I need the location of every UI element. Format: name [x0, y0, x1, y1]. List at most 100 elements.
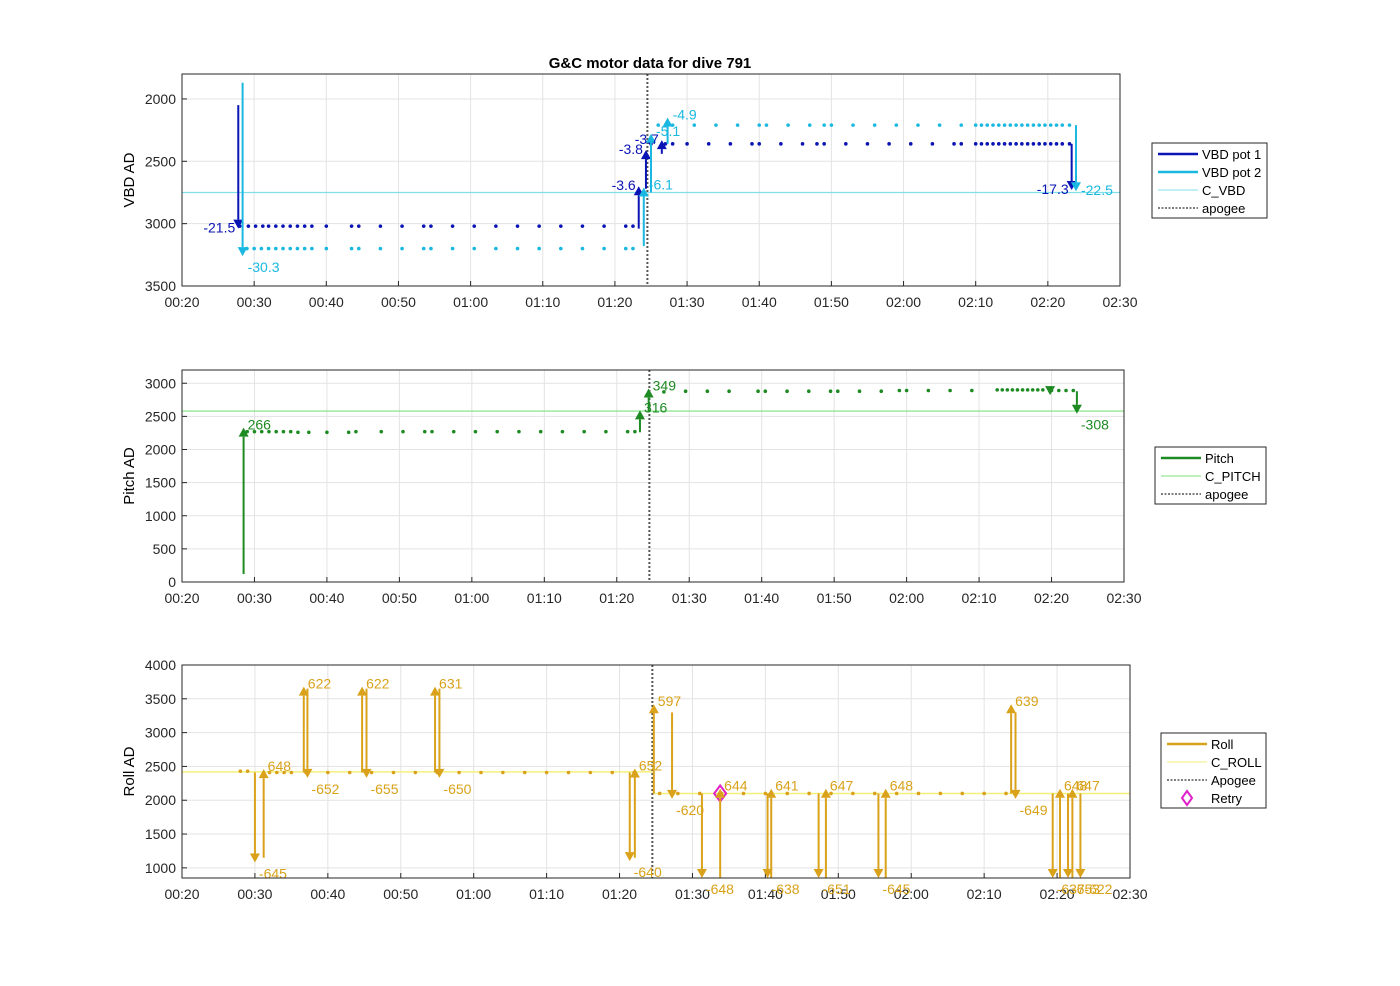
- y-tick-label: 2500: [145, 408, 176, 424]
- data-point: [872, 791, 877, 796]
- move-label: -645: [882, 881, 910, 897]
- move-label: -4.9: [673, 107, 697, 123]
- data-point: [757, 123, 762, 127]
- data-point: [970, 388, 974, 393]
- legend-label: apogee: [1202, 201, 1245, 216]
- legend-label: VBD pot 2: [1202, 165, 1261, 180]
- data-point: [705, 389, 710, 394]
- move-label: 641: [775, 778, 799, 794]
- data-point: [727, 389, 731, 394]
- arrow-head: [820, 788, 831, 798]
- data-point: [663, 142, 668, 146]
- data-point: [1037, 142, 1041, 146]
- data-point: [763, 389, 768, 394]
- data-point: [1048, 142, 1053, 146]
- data-point: [894, 123, 899, 127]
- arrow-head: [662, 117, 673, 127]
- data-point: [996, 142, 1001, 146]
- legend-box: [1151, 142, 1268, 219]
- move-label: 622: [366, 676, 390, 692]
- data-point: [785, 389, 789, 394]
- x-tick-label: 02:30: [1102, 294, 1137, 310]
- arrow-head: [1070, 182, 1081, 192]
- move-label: -637: [1057, 881, 1085, 897]
- data-point: [829, 123, 834, 127]
- data-point: [835, 389, 840, 394]
- data-point: [274, 246, 278, 251]
- data-point: [779, 142, 783, 146]
- x-tick-label: 01:10: [529, 886, 564, 902]
- x-tick-label: 00:50: [382, 590, 417, 606]
- data-point: [1025, 142, 1030, 146]
- data-point: [544, 770, 549, 775]
- data-point: [1005, 388, 1010, 392]
- x-tick-label: 02:00: [894, 886, 929, 902]
- move-label: -3.7: [635, 131, 659, 147]
- arrow-head: [648, 704, 659, 714]
- move-label: 648: [890, 778, 914, 794]
- arrow-head: [430, 686, 441, 696]
- data-point: [401, 429, 405, 434]
- data-point: [685, 142, 689, 146]
- data-point: [1037, 123, 1041, 127]
- x-tick-label: 02:30: [1112, 886, 1147, 902]
- data-point: [728, 142, 733, 146]
- data-point: [979, 142, 984, 146]
- y-tick-label: 2500: [145, 153, 176, 169]
- data-point: [764, 123, 769, 127]
- data-point: [310, 224, 314, 228]
- plot-area: [182, 370, 1124, 582]
- data-point: [1002, 123, 1007, 127]
- data-point: [479, 770, 483, 775]
- data-point: [916, 791, 921, 796]
- move-label: -652: [311, 781, 339, 797]
- data-point: [828, 389, 833, 394]
- arrow-head: [357, 686, 368, 696]
- data-point: [995, 388, 999, 392]
- move-label: -308: [1081, 417, 1109, 433]
- data-point: [1002, 142, 1007, 146]
- data-point: [985, 123, 990, 127]
- data-point: [1054, 123, 1059, 127]
- move-label: -3.8: [619, 141, 643, 157]
- legend-swatch-retry: [1180, 789, 1194, 807]
- data-point: [1030, 388, 1035, 392]
- data-point: [347, 770, 352, 775]
- move-label: -638: [772, 881, 800, 897]
- move-label: -21.5: [203, 220, 235, 236]
- data-point: [996, 123, 1001, 127]
- data-point: [282, 770, 286, 775]
- data-point: [1020, 142, 1024, 146]
- data-point: [815, 142, 819, 146]
- data-point: [400, 246, 404, 251]
- data-point: [302, 224, 307, 228]
- data-point: [1056, 388, 1061, 393]
- data-point: [610, 770, 615, 775]
- data-point: [421, 224, 426, 228]
- data-point: [604, 429, 608, 434]
- arrow-head: [643, 388, 654, 398]
- data-point: [421, 246, 426, 251]
- data-point: [973, 142, 978, 146]
- data-point: [274, 224, 278, 228]
- move-label: 639: [1015, 693, 1039, 709]
- arrow-head: [1067, 788, 1078, 798]
- arrow-head: [302, 768, 313, 778]
- data-point: [429, 246, 433, 251]
- data-point: [750, 142, 754, 146]
- move-label: 647: [830, 778, 854, 794]
- data-point: [259, 246, 264, 251]
- data-point: [756, 389, 760, 394]
- y-tick-label: 4000: [145, 657, 176, 673]
- data-point: [559, 246, 563, 251]
- data-point: [494, 224, 498, 228]
- data-point: [324, 224, 329, 228]
- data-point: [430, 429, 434, 434]
- data-point: [1060, 142, 1065, 146]
- y-tick-label: 2000: [145, 91, 176, 107]
- x-tick-label: 00:30: [237, 590, 272, 606]
- x-tick-label: 00:20: [164, 294, 199, 310]
- move-label: -653: [1072, 881, 1100, 897]
- data-point: [295, 246, 300, 251]
